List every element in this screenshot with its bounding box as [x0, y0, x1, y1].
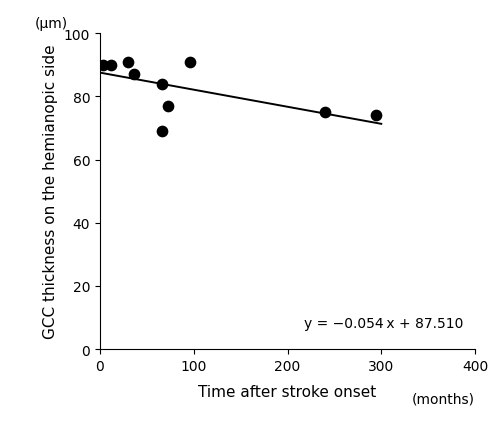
Point: [107, 62, 115, 69]
Point: [158, 128, 166, 135]
Y-axis label: GCC thickness on the hemianopic side: GCC thickness on the hemianopic side: [44, 45, 59, 339]
Point: [124, 59, 132, 66]
X-axis label: Time after stroke onset: Time after stroke onset: [198, 384, 376, 399]
Text: (months): (months): [412, 391, 475, 405]
Point: [372, 112, 380, 119]
Point: [186, 59, 194, 66]
Text: (μm): (μm): [34, 17, 68, 31]
Point: [130, 72, 138, 78]
Point: [164, 103, 172, 110]
Text: y = −0.054 x + 87.510: y = −0.054 x + 87.510: [304, 317, 464, 331]
Point: [99, 62, 107, 69]
Point: [321, 109, 329, 116]
Point: [158, 81, 166, 88]
